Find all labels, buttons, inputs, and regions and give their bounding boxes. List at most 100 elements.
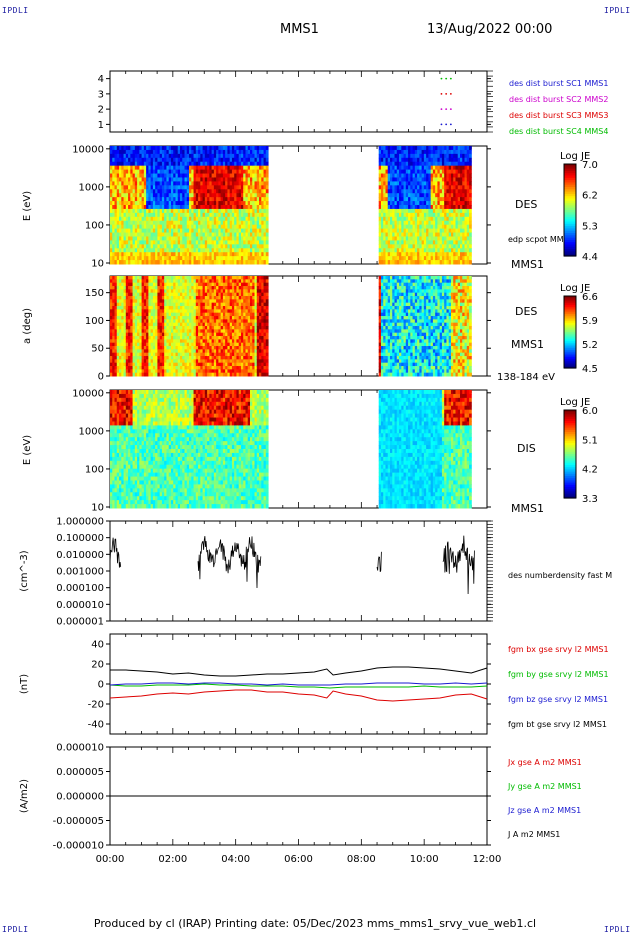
heatmap-cell — [186, 342, 190, 347]
heatmap-cell — [152, 165, 156, 171]
heatmap-cell — [132, 146, 136, 151]
heatmap-cell — [161, 228, 165, 234]
heatmap-cell — [202, 216, 206, 222]
heatmap-cell — [265, 146, 269, 151]
heatmap-cell — [378, 212, 382, 218]
heatmap-cell — [137, 177, 140, 182]
heatmap-cell — [170, 289, 174, 294]
heatmap-cell — [155, 248, 158, 253]
heatmap-cell — [137, 282, 140, 287]
heatmap-cell — [211, 366, 215, 370]
burst-point — [440, 77, 443, 80]
heatmap-cell — [234, 236, 237, 241]
heatmap-cell — [383, 169, 386, 175]
heatmap-cell — [132, 224, 136, 230]
heatmap-cell — [132, 232, 136, 237]
heatmap-cell — [446, 189, 450, 194]
heatmap-cell — [396, 260, 400, 265]
heatmap-cell — [123, 282, 127, 287]
heatmap-cell — [159, 193, 163, 198]
heatmap-cell — [159, 336, 163, 340]
heatmap-cell — [211, 289, 215, 294]
heatmap-cell — [114, 362, 118, 367]
heatmap-cell — [159, 236, 163, 241]
heatmap-cell — [114, 342, 118, 347]
heatmap-cell — [150, 326, 154, 330]
heatmap-cell — [250, 212, 253, 218]
heatmap-cell — [161, 292, 165, 297]
heatmap-cell — [222, 236, 226, 241]
heatmap-cell — [166, 319, 170, 324]
heatmap-cell — [184, 359, 188, 364]
heatmap-cell — [455, 157, 459, 163]
heatmap-cell — [146, 312, 149, 317]
heatmap-cell — [213, 276, 217, 280]
heatmap-cell — [204, 296, 208, 300]
heatmap-cell — [439, 212, 443, 218]
heatmap-cell — [191, 282, 195, 287]
heatmap-cell — [466, 157, 470, 163]
heatmap-cell — [125, 205, 129, 210]
heatmap-cell — [161, 289, 165, 294]
heatmap-cell — [225, 177, 228, 182]
heatmap-cell — [173, 292, 176, 297]
heatmap-cell — [157, 299, 161, 304]
heatmap-cell — [399, 236, 402, 241]
heatmap-cell — [173, 336, 176, 340]
heatmap-cell — [128, 260, 131, 265]
heatmap-cell — [437, 169, 441, 175]
heatmap-cell — [432, 228, 436, 234]
heatmap-cell — [198, 312, 201, 317]
heatmap-cell — [150, 356, 154, 360]
heatmap-cell — [152, 276, 156, 280]
heatmap-cell — [387, 157, 391, 163]
heatmap-cell — [119, 366, 122, 370]
heatmap-cell — [173, 289, 176, 294]
des-energy-colorbar-tick-label: 5.3 — [582, 221, 598, 232]
heatmap-cell — [204, 369, 208, 374]
heatmap-cell — [125, 276, 129, 280]
heatmap-cell — [432, 177, 436, 182]
heatmap-cell — [134, 153, 138, 159]
heatmap-cell — [410, 212, 414, 218]
heatmap-cell — [211, 312, 215, 317]
heatmap-cell — [191, 312, 195, 317]
heatmap-cell — [173, 248, 176, 253]
heatmap-cell — [123, 193, 127, 198]
heatmap-cell — [159, 339, 163, 344]
heatmap-cell — [432, 208, 436, 214]
heatmap-cell — [256, 169, 260, 175]
heatmap-cell — [157, 228, 161, 234]
heatmap-cell — [403, 256, 407, 261]
heatmap-cell — [195, 185, 199, 190]
heatmap-cell — [170, 276, 174, 280]
heatmap-cell — [119, 302, 122, 307]
heatmap-cell — [152, 319, 156, 324]
heatmap-cell — [132, 316, 136, 320]
heatmap-cell — [150, 346, 154, 350]
heatmap-cell — [139, 282, 143, 287]
heatmap-cell — [245, 153, 249, 159]
heatmap-cell — [177, 185, 181, 190]
heatmap-cell — [159, 329, 163, 334]
heatmap-cell — [469, 173, 472, 178]
heatmap-cell — [148, 252, 152, 257]
heatmap-cell — [412, 185, 416, 190]
heatmap-cell — [152, 336, 156, 340]
heatmap-cell — [387, 165, 391, 171]
burst-point — [445, 108, 448, 111]
heatmap-cell — [234, 220, 237, 226]
heatmap-cell — [412, 169, 416, 175]
heatmap-cell — [123, 181, 127, 186]
heatmap-cell — [437, 224, 441, 230]
heatmap-cell — [392, 220, 396, 226]
heatmap-cell — [170, 349, 174, 354]
heatmap-cell — [265, 256, 269, 261]
heatmap-cell — [426, 165, 429, 171]
heatmap-cell — [157, 362, 161, 367]
heatmap-cell — [441, 216, 445, 222]
heatmap-cell — [200, 181, 204, 186]
heatmap-cell — [110, 185, 113, 190]
heatmap-cell — [173, 369, 176, 374]
heatmap-cell — [134, 366, 138, 370]
